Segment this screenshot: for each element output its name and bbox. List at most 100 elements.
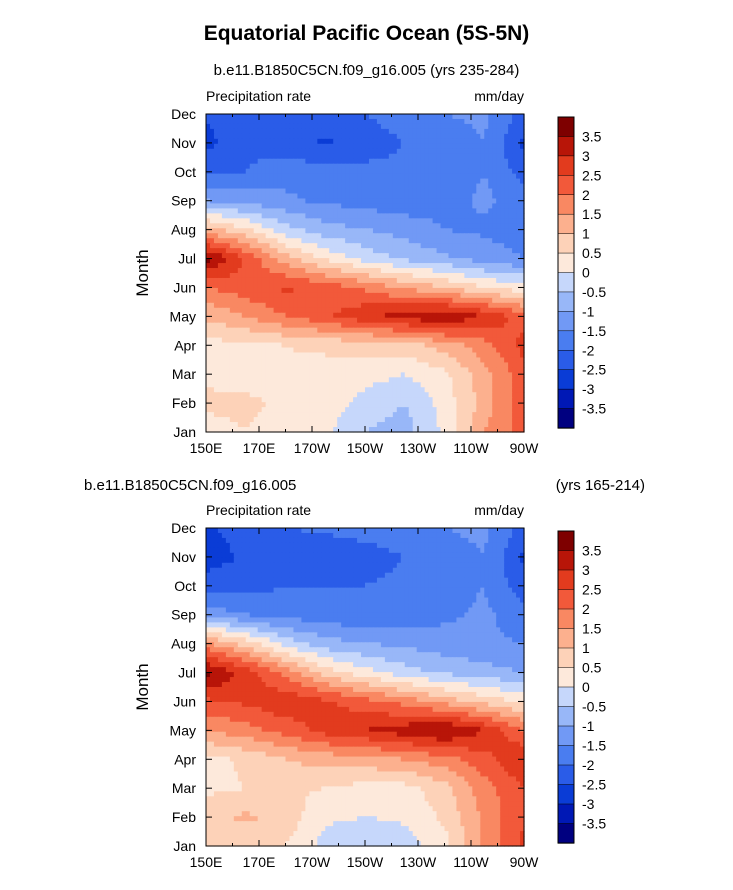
precip-cell	[520, 292, 525, 299]
precip-cell	[484, 208, 489, 214]
precip-cell	[257, 287, 263, 294]
precip-cell	[321, 128, 326, 135]
precip-cell	[241, 337, 247, 344]
precip-cell	[516, 332, 521, 339]
precip-cell	[265, 322, 271, 329]
precip-cell	[269, 114, 275, 120]
precip-cell	[388, 387, 394, 393]
precip-cell	[333, 347, 338, 354]
precip-cell	[353, 273, 358, 279]
precip-cell	[281, 287, 287, 294]
precip-cell	[428, 213, 434, 219]
precip-cell	[496, 243, 501, 249]
precip-cell	[321, 362, 326, 369]
precip-cell	[317, 168, 322, 175]
precip-cell	[301, 352, 306, 359]
precip-cell	[317, 158, 322, 165]
precip-cell	[289, 307, 295, 314]
precip-cell	[253, 138, 259, 145]
precip-cell	[329, 417, 334, 423]
precip-cell	[516, 302, 521, 309]
precip-cell	[206, 193, 211, 200]
precip-cell	[297, 218, 303, 224]
precip-cell	[265, 138, 271, 145]
precip-cell	[349, 118, 354, 125]
precip-cell	[269, 402, 275, 408]
precip-cell	[321, 123, 326, 130]
precip-cell	[500, 273, 505, 279]
precip-cell	[337, 342, 342, 349]
precip-cell	[329, 138, 334, 145]
precip-cell	[309, 417, 314, 423]
precip-cell	[345, 362, 350, 369]
precip-cell	[206, 123, 211, 130]
precip-cell	[365, 277, 370, 284]
precip-cell	[241, 228, 247, 234]
precip-cell	[209, 337, 215, 344]
precip-cell	[217, 118, 223, 125]
precip-cell	[301, 148, 306, 155]
precip-cell	[376, 253, 382, 259]
precip-cell	[400, 377, 406, 383]
precip-cell	[384, 397, 390, 403]
precip-cell	[484, 123, 489, 130]
precip-cell	[313, 292, 318, 299]
precip-cell	[416, 133, 422, 140]
precip-cell	[404, 258, 410, 264]
precip-cell	[365, 118, 370, 125]
precip-cell	[440, 282, 446, 289]
precip-cell	[392, 163, 398, 170]
precip-cell	[301, 263, 306, 269]
precip-cell	[404, 133, 410, 140]
precip-cell	[488, 337, 493, 344]
precip-cell	[245, 178, 251, 185]
precip-cell	[488, 153, 493, 160]
precip-cell	[265, 158, 271, 165]
precip-cell	[281, 322, 287, 329]
precip-cell	[440, 377, 446, 383]
precip-cell	[257, 352, 263, 359]
precip-cell	[456, 253, 462, 259]
precip-cell	[253, 347, 259, 354]
precip-cell	[257, 173, 263, 180]
precip-cell	[233, 287, 239, 294]
precip-cell	[372, 347, 378, 354]
precip-cell	[444, 297, 450, 304]
precip-cell	[380, 342, 386, 349]
precip-cell	[317, 372, 322, 378]
precip-cell	[301, 337, 306, 344]
precip-cell	[512, 243, 517, 249]
precip-cell	[281, 332, 287, 339]
precip-cell	[245, 273, 251, 279]
precip-cell	[221, 183, 227, 190]
precip-cell	[472, 218, 477, 224]
precip-cell	[269, 203, 275, 210]
precip-cell	[206, 258, 211, 264]
precip-cell	[484, 382, 489, 388]
precip-cell	[285, 203, 291, 210]
precip-cell	[368, 287, 374, 294]
precip-cell	[436, 158, 442, 165]
precip-cell	[329, 282, 334, 289]
precip-cell	[317, 178, 322, 185]
precip-cell	[337, 258, 342, 264]
precip-cell	[309, 213, 314, 219]
precip-cell	[269, 342, 275, 349]
precip-cell	[253, 123, 259, 130]
precip-cell	[357, 268, 362, 274]
precip-cell	[492, 322, 497, 329]
precip-cell	[273, 397, 279, 403]
precip-cell	[396, 248, 402, 254]
precip-cell	[468, 377, 473, 383]
precip-cell	[464, 407, 469, 413]
precip-cell	[460, 347, 465, 354]
precip-cell	[305, 228, 310, 234]
precip-cell	[388, 367, 394, 373]
precip-cell	[321, 377, 326, 383]
precip-cell	[245, 392, 251, 398]
precip-cell	[404, 372, 410, 378]
precip-cell	[229, 198, 235, 205]
precip-cell	[392, 273, 398, 279]
precip-cell	[476, 407, 481, 413]
precip-cell	[452, 287, 458, 294]
